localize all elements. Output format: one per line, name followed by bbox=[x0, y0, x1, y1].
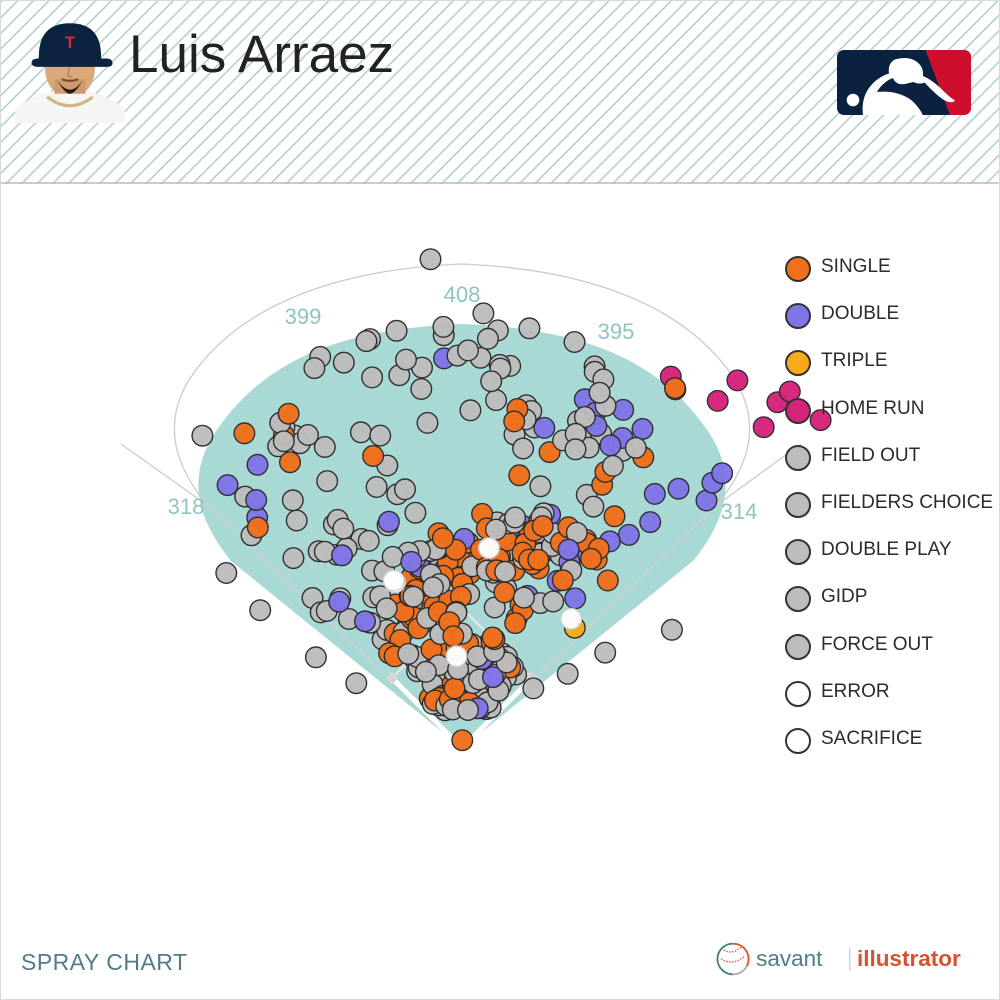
svg-text:illustrator: illustrator bbox=[857, 946, 961, 971]
svg-text:savant: savant bbox=[756, 946, 823, 971]
svg-text:T: T bbox=[65, 33, 75, 52]
svg-text:314: 314 bbox=[721, 499, 758, 524]
svg-text:395: 395 bbox=[598, 319, 635, 344]
svg-text:399: 399 bbox=[285, 304, 322, 329]
svg-text:408: 408 bbox=[444, 282, 481, 307]
svg-text:318: 318 bbox=[168, 494, 205, 519]
